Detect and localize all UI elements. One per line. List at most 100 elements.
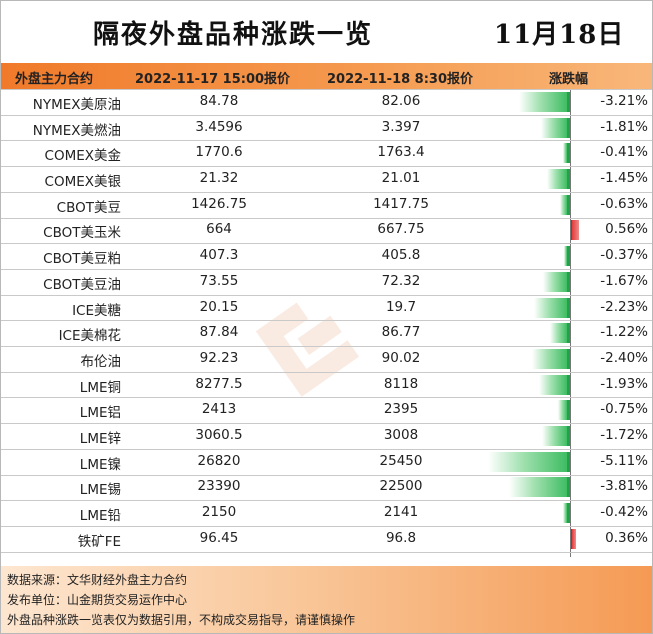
contract-name: LME镍 xyxy=(79,456,121,473)
contract-name: COMEX美金 xyxy=(44,148,121,165)
change-percent: -2.23% xyxy=(600,298,648,315)
contract-name: COMEX美银 xyxy=(44,174,121,191)
row-divider xyxy=(1,397,652,399)
curr-price: 21.01 xyxy=(381,170,421,187)
row-divider xyxy=(1,525,652,527)
prev-price: 8277.5 xyxy=(195,375,243,392)
footer-publisher: 发布单位：山金期货交易运作中心 xyxy=(7,593,188,607)
curr-price: 25450 xyxy=(379,452,423,469)
prev-price: 20.15 xyxy=(199,298,239,315)
curr-price: 2395 xyxy=(383,401,419,418)
table-row: CBOT美玉米 664 667.75 0.56% xyxy=(1,217,652,243)
prev-price: 26820 xyxy=(197,452,241,469)
change-bar xyxy=(563,503,570,523)
contract-name: CBOT美豆油 xyxy=(43,276,121,293)
table-row: 布伦油 92.23 90.02 -2.40% xyxy=(1,346,652,372)
change-bar xyxy=(542,425,570,446)
row-divider xyxy=(1,448,652,450)
change-percent: -0.41% xyxy=(600,144,648,161)
curr-price: 22500 xyxy=(379,478,423,495)
contract-name: CBOT美玉米 xyxy=(43,225,121,242)
prev-price: 3060.5 xyxy=(195,426,243,443)
change-percent: -1.93% xyxy=(600,375,648,392)
change-percent: 0.56% xyxy=(605,221,648,238)
change-bar xyxy=(559,194,570,215)
header-change: 涨跌幅 xyxy=(549,72,589,87)
change-bar xyxy=(543,271,570,292)
table-row: ICE美糖 20.15 19.7 -2.23% xyxy=(1,295,652,321)
contract-name: ICE美糖 xyxy=(72,302,121,319)
row-divider xyxy=(1,551,652,553)
table-row: CBOT美豆油 73.55 72.32 -1.67% xyxy=(1,269,652,295)
zero-axis-line xyxy=(570,89,571,557)
curr-price: 1417.75 xyxy=(373,195,429,212)
contract-name: ICE美棉花 xyxy=(58,328,121,345)
contract-name: LME锌 xyxy=(79,430,121,447)
contract-name: NYMEX美原油 xyxy=(32,97,121,113)
header-name: 外盘主力合约 xyxy=(15,72,94,87)
row-divider xyxy=(1,166,652,168)
header-prev-price: 2022-11-17 15:00报价 xyxy=(135,72,291,87)
change-bar xyxy=(570,220,579,241)
contract-name: 布伦油 xyxy=(80,353,122,370)
table-row: LME镍 26820 25450 -5.11% xyxy=(1,449,652,475)
table-row: LME铜 8277.5 8118 -1.93% xyxy=(1,372,652,398)
prev-price: 87.84 xyxy=(199,324,239,341)
row-divider xyxy=(1,243,652,245)
table-row: CBOT美豆 1426.75 1417.75 -0.63% xyxy=(1,192,652,218)
table-row: LME锡 23390 22500 -3.81% xyxy=(1,474,652,500)
footer-source: 数据来源：文华财经外盘主力合约 xyxy=(7,573,188,587)
row-divider xyxy=(1,320,652,322)
table-row: LME铝 2413 2395 -0.75% xyxy=(1,397,652,423)
curr-price: 90.02 xyxy=(381,349,421,366)
change-bar xyxy=(509,477,570,498)
curr-price: 8118 xyxy=(383,375,419,392)
row-divider xyxy=(1,268,652,270)
curr-price: 1763.4 xyxy=(377,144,425,161)
table-row: NYMEX美燃油 3.4596 3.397 -1.81% xyxy=(1,115,652,141)
curr-price: 86.77 xyxy=(381,324,421,341)
prev-price: 3.4596 xyxy=(195,118,243,135)
prev-price: 73.55 xyxy=(199,272,239,289)
change-bar xyxy=(564,246,570,267)
change-percent: -0.37% xyxy=(600,247,648,264)
row-divider xyxy=(1,114,652,116)
prev-price: 664 xyxy=(206,221,232,238)
change-percent: -1.45% xyxy=(600,170,648,187)
prev-price: 92.23 xyxy=(199,349,239,366)
table-row: NYMEX美原油 84.78 82.06 -3.21% xyxy=(1,89,652,115)
row-divider xyxy=(1,500,652,502)
row-divider xyxy=(1,217,652,219)
prev-price: 23390 xyxy=(197,478,241,495)
change-bar xyxy=(546,169,570,190)
change-percent: -0.63% xyxy=(600,195,648,212)
change-percent: -0.75% xyxy=(600,401,648,418)
table-row: 铁矿FE 96.45 96.8 0.36% xyxy=(1,526,652,552)
change-percent: -5.11% xyxy=(600,452,648,469)
change-percent: -1.81% xyxy=(600,118,648,135)
change-percent: -1.22% xyxy=(600,324,648,341)
contract-name: LME铜 xyxy=(79,379,121,396)
contract-name: 铁矿FE xyxy=(77,533,121,550)
curr-price: 82.06 xyxy=(381,93,421,109)
curr-price: 2141 xyxy=(383,504,419,520)
contract-name: NYMEX美燃油 xyxy=(32,122,121,139)
footer-disclaimer: 外盘品种涨跌一览表仅为数据引用，不构成交易指导，请谨慎操作 xyxy=(7,613,356,627)
change-bar xyxy=(550,323,570,344)
curr-price: 3008 xyxy=(383,426,419,443)
footer: 数据来源：文华财经外盘主力合约 发布单位：山金期货交易运作中心 外盘品种涨跌一览… xyxy=(1,566,652,633)
table-row: LME锌 3060.5 3008 -1.72% xyxy=(1,423,652,449)
change-percent: -2.40% xyxy=(600,349,648,366)
row-divider xyxy=(1,191,652,193)
change-percent: 0.36% xyxy=(605,529,648,546)
table-row: ICE美棉花 87.84 86.77 -1.22% xyxy=(1,320,652,346)
title-bar: 隔夜外盘品种涨跌一览 11月18日 xyxy=(1,1,652,63)
prev-price: 96.45 xyxy=(199,529,239,546)
row-divider xyxy=(1,89,652,90)
row-divider xyxy=(1,423,652,425)
contract-name: LME铅 xyxy=(79,508,121,524)
contract-name: CBOT美豆 xyxy=(56,199,121,216)
change-percent: -0.42% xyxy=(600,504,648,520)
change-bar xyxy=(541,117,570,138)
change-bar xyxy=(534,297,570,318)
